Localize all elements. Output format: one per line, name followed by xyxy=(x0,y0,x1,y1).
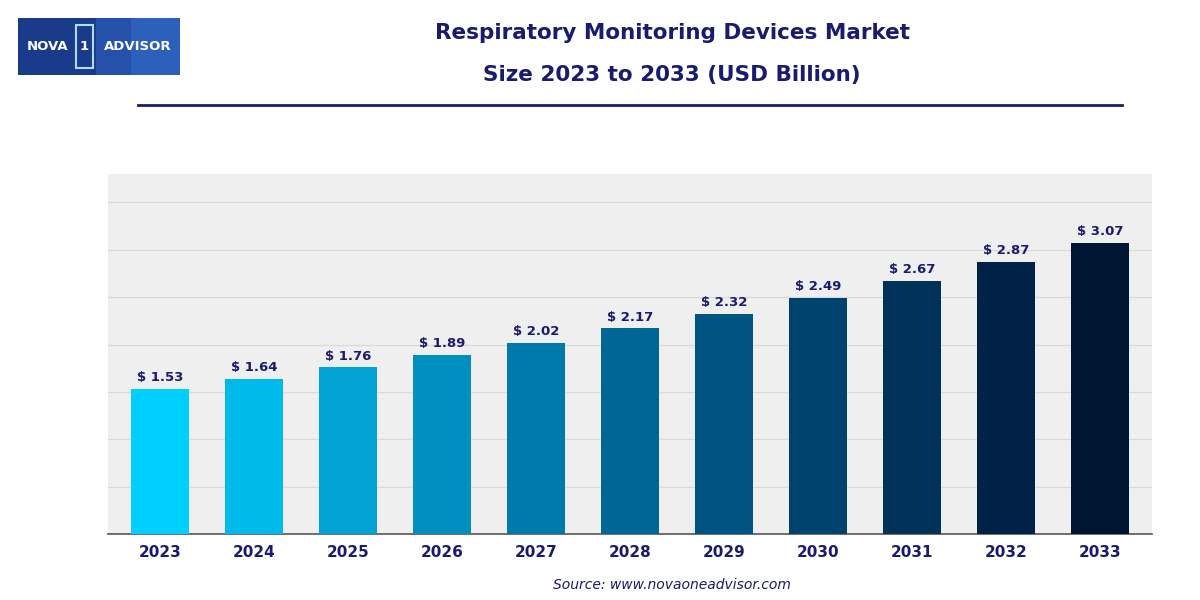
Bar xyxy=(788,298,847,534)
Bar xyxy=(413,355,472,534)
Text: $ 2.67: $ 2.67 xyxy=(889,263,935,277)
Text: $ 1.89: $ 1.89 xyxy=(419,337,466,350)
Text: Respiratory Monitoring Devices Market: Respiratory Monitoring Devices Market xyxy=(434,23,910,43)
Bar xyxy=(132,18,180,75)
Bar xyxy=(131,389,188,534)
Text: $ 1.64: $ 1.64 xyxy=(230,361,277,374)
Text: $ 1.76: $ 1.76 xyxy=(325,350,371,362)
Bar xyxy=(96,18,180,75)
Text: $ 2.87: $ 2.87 xyxy=(983,244,1030,257)
Text: Size 2023 to 2033 (USD Billion): Size 2023 to 2033 (USD Billion) xyxy=(484,65,860,85)
Text: $ 2.32: $ 2.32 xyxy=(701,296,748,310)
Bar xyxy=(224,379,283,534)
Text: Source: www.novaoneadvisor.com: Source: www.novaoneadvisor.com xyxy=(553,578,791,592)
Text: NOVA: NOVA xyxy=(28,40,68,53)
Bar xyxy=(883,281,941,534)
Bar xyxy=(1072,243,1129,534)
Bar xyxy=(695,314,754,534)
Bar xyxy=(977,262,1036,534)
Text: ADVISOR: ADVISOR xyxy=(104,40,172,53)
Text: $ 2.17: $ 2.17 xyxy=(607,311,653,323)
Text: $ 1.53: $ 1.53 xyxy=(137,371,182,385)
Bar xyxy=(319,367,377,534)
Text: $ 2.02: $ 2.02 xyxy=(512,325,559,338)
Text: $ 2.49: $ 2.49 xyxy=(794,280,841,293)
Bar xyxy=(506,343,565,534)
Text: 1: 1 xyxy=(80,40,89,53)
Text: $ 3.07: $ 3.07 xyxy=(1078,226,1123,238)
Bar xyxy=(601,328,659,534)
